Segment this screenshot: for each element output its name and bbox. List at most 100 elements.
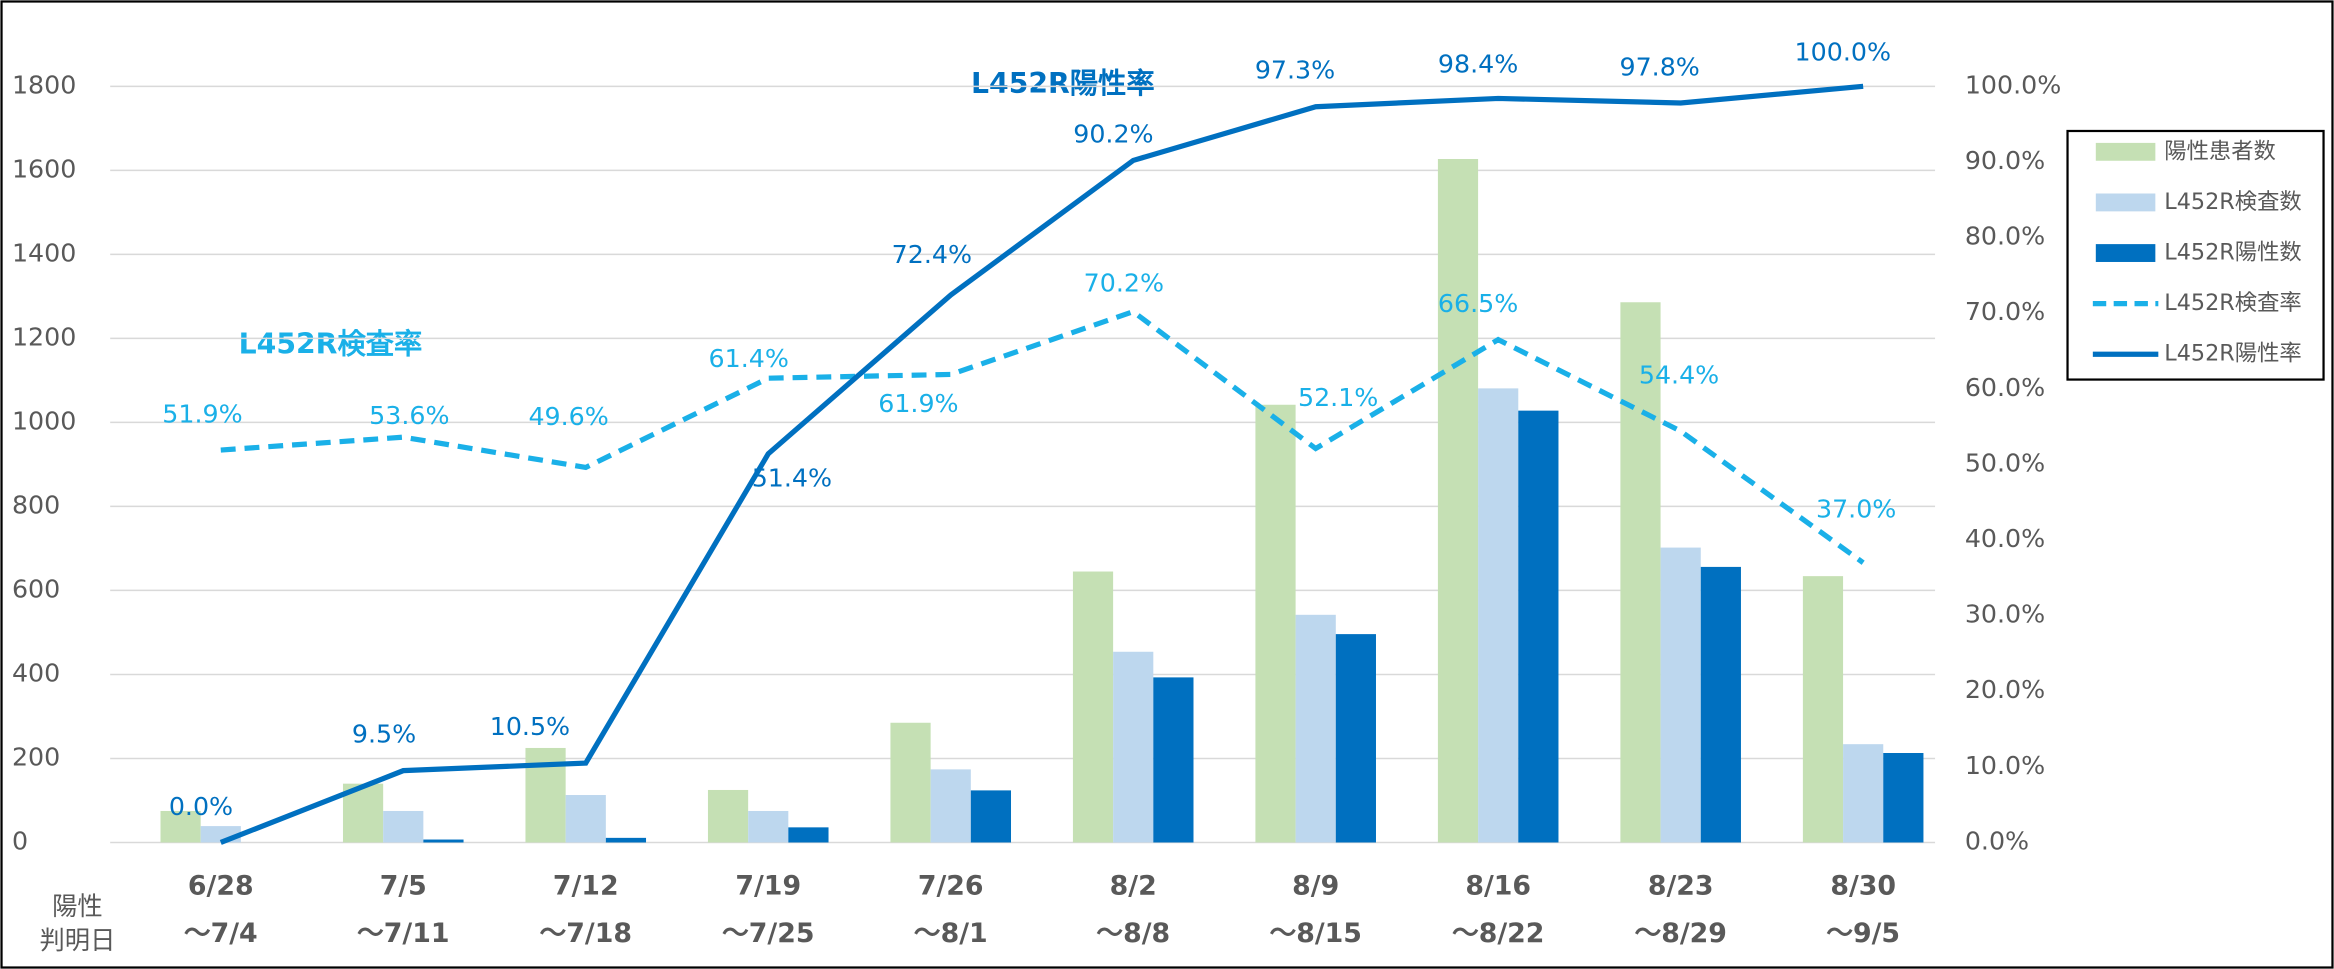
y-tick-label: 1000 — [12, 406, 76, 435]
y2-tick-label: 40.0% — [1965, 524, 2045, 553]
y-tick-label: 600 — [12, 574, 60, 603]
data-label: 97.8% — [1619, 52, 1699, 81]
data-label: 70.2% — [1084, 268, 1164, 297]
data-label: 9.5% — [352, 719, 416, 748]
y2-tick-label: 80.0% — [1965, 222, 2045, 251]
y2-tick-label: 20.0% — [1965, 675, 2045, 704]
bar — [605, 837, 647, 843]
x-tick-label: 8/16 — [1465, 871, 1531, 902]
y-tick-label: 0 — [12, 826, 28, 855]
data-label: 51.9% — [162, 399, 242, 428]
x-axis-label: 判明日 — [39, 926, 115, 955]
bar — [1153, 677, 1194, 843]
legend-label: L452R陽性率 — [2164, 341, 2301, 367]
y2-tick-label: 60.0% — [1965, 373, 2045, 402]
x-tick-label: 7/5 — [380, 871, 427, 902]
x-tick-label: ～7/11 — [357, 918, 449, 949]
line — [219, 83, 1864, 845]
y2-tick-label: 10.0% — [1965, 751, 2045, 780]
y-tick-label: 1600 — [12, 154, 76, 183]
data-label: 90.2% — [1073, 119, 1153, 148]
y-tick-label: 800 — [12, 490, 60, 519]
data-label: 53.6% — [369, 401, 449, 430]
bar — [1255, 404, 1296, 843]
bar — [1113, 651, 1154, 843]
data-label: 61.4% — [709, 344, 789, 373]
x-tick-label: 6/28 — [188, 871, 254, 902]
y2-tick-label: 30.0% — [1965, 600, 2045, 629]
bar — [383, 810, 424, 843]
annotation: L452R陽性率 — [971, 67, 1155, 100]
bar — [748, 810, 789, 843]
data-label: 37.0% — [1816, 495, 1896, 524]
data-label: 51.4% — [752, 463, 832, 492]
x-tick-label: 7/19 — [735, 871, 801, 902]
bar — [707, 789, 749, 843]
x-tick-label: 7/26 — [918, 871, 984, 902]
bar — [1072, 571, 1114, 843]
y-tick-label: 1400 — [12, 238, 76, 267]
line — [220, 308, 1865, 565]
bar — [1660, 547, 1701, 843]
legend-swatch — [2095, 193, 2156, 212]
bar — [1437, 159, 1479, 843]
legend-swatch — [2095, 244, 2156, 262]
data-label: 54.4% — [1639, 361, 1719, 390]
bar — [970, 790, 1012, 843]
x-tick-label: ～7/25 — [722, 918, 814, 949]
bar — [1700, 566, 1741, 843]
bar — [1295, 614, 1336, 843]
bar — [1518, 410, 1559, 843]
y2-tick-label: 50.0% — [1965, 448, 2045, 477]
bar — [1802, 576, 1844, 843]
x-tick-label: 8/23 — [1648, 871, 1714, 902]
y2-tick-label: 0.0% — [1965, 826, 2029, 855]
data-label: 100.0% — [1795, 38, 1891, 67]
y-tick-label: 400 — [12, 658, 60, 687]
bar — [890, 722, 931, 843]
bar — [788, 827, 829, 843]
x-tick-label: ～8/29 — [1634, 918, 1726, 949]
data-label: 52.1% — [1298, 383, 1378, 412]
bar — [423, 839, 464, 843]
bar — [1843, 744, 1884, 843]
y-tick-label: 200 — [12, 742, 60, 771]
bar — [1620, 302, 1661, 843]
y2-tick-label: 100.0% — [1965, 70, 2061, 99]
data-label: 98.4% — [1438, 49, 1518, 78]
data-label: 0.0% — [169, 792, 233, 821]
data-label: 61.9% — [878, 389, 958, 418]
x-tick-label: 8/2 — [1110, 871, 1157, 902]
legend-label: L452R検査率 — [2164, 290, 2301, 316]
data-label: 72.4% — [892, 240, 972, 269]
bar — [1883, 753, 1924, 843]
y-tick-label: 1800 — [12, 70, 76, 99]
bar — [930, 769, 971, 843]
x-tick-label: ～7/4 — [184, 918, 258, 949]
x-tick-label: ～8/1 — [914, 918, 988, 949]
legend-label: L452R陽性数 — [2164, 240, 2301, 266]
x-tick-label: ～8/15 — [1269, 918, 1361, 949]
x-tick-label: ～7/18 — [540, 918, 632, 949]
data-label: 66.5% — [1438, 289, 1518, 318]
bar — [565, 795, 606, 843]
x-tick-label: ～8/22 — [1452, 918, 1544, 949]
data-label: 97.3% — [1255, 55, 1335, 84]
bar — [1478, 388, 1519, 843]
legend-label: L452R検査数 — [2164, 189, 2301, 215]
annotation: L452R検査率 — [239, 327, 423, 360]
legend-swatch — [2095, 142, 2156, 161]
legend-label: 陽性患者数 — [2164, 138, 2276, 164]
data-label: 10.5% — [490, 712, 570, 741]
bar — [160, 810, 201, 843]
y2-tick-label: 90.0% — [1965, 146, 2045, 175]
x-tick-label: 8/9 — [1292, 871, 1339, 902]
x-tick-label: ～9/5 — [1826, 918, 1900, 949]
x-tick-label: 7/12 — [553, 871, 619, 902]
data-label: 49.6% — [528, 402, 608, 431]
x-tick-label: 8/30 — [1830, 871, 1896, 902]
y-tick-label: 1200 — [12, 322, 76, 351]
x-axis-label: 陽性 — [52, 892, 103, 921]
x-tick-label: ～8/8 — [1096, 918, 1170, 949]
